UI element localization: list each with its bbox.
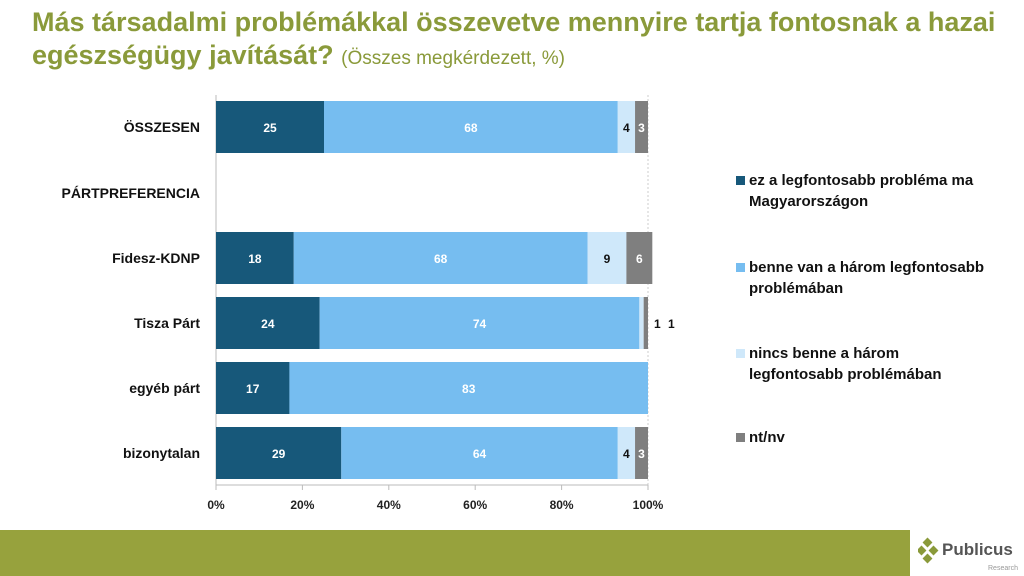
category-label: egyéb párt: [129, 380, 200, 396]
x-tick-label: 0%: [207, 498, 225, 512]
legend-label: nt/nv: [749, 429, 785, 446]
x-tick-label: 80%: [550, 498, 574, 512]
legend-swatch: [736, 176, 745, 185]
bar-segment: [289, 362, 648, 414]
bar-segment: [635, 101, 648, 153]
category-label: ÖSSZESEN: [124, 119, 200, 135]
data-label: 3: [638, 121, 645, 135]
data-label: 24: [261, 317, 275, 331]
data-label: 29: [272, 447, 286, 461]
legend-item: nincs benne a három legfontosabb problém…: [736, 343, 996, 385]
x-tick-label: 100%: [633, 498, 664, 512]
bar-segment: [293, 232, 588, 284]
footer-bar: [0, 530, 910, 576]
data-label: 25: [263, 121, 277, 135]
publicus-logo: Publicus Research: [918, 537, 1018, 572]
data-label: 68: [464, 121, 478, 135]
bar-segment: [216, 101, 324, 153]
page-title: Más társadalmi problémákkal összevetve m…: [32, 7, 996, 70]
legend-item: benne van a három legfontosabb problémáb…: [736, 257, 996, 299]
svg-text:Publicus: Publicus: [942, 540, 1013, 559]
bar-segment: [216, 232, 294, 284]
bar-segment: [643, 297, 648, 349]
legend-swatch: [736, 433, 745, 442]
bar-segment: [626, 232, 653, 284]
legend-label: nincs benne a három legfontosabb problém…: [749, 345, 942, 383]
data-label: 1: [668, 317, 675, 331]
legend-swatch: [736, 263, 745, 272]
x-tick-label: 40%: [377, 498, 401, 512]
stacked-bar-chart: 0% 20% 40% 60% 80% 100%ÖSSZESEN 25 68 4 3PÁRTPREF…: [62, 95, 675, 512]
category-label: Fidesz-KDNP: [112, 250, 200, 266]
bar-segment: [216, 297, 320, 349]
category-label: Tisza Párt: [134, 315, 200, 331]
data-label: 74: [473, 317, 487, 331]
data-label: 6: [636, 252, 643, 266]
bar-segment: [319, 297, 640, 349]
data-label: 4: [623, 447, 630, 461]
bar-segment: [216, 427, 342, 479]
bar-segment: [341, 427, 618, 479]
data-label: 4: [623, 121, 630, 135]
x-tick-label: 60%: [463, 498, 487, 512]
data-label: 18: [248, 252, 262, 266]
data-label: 3: [638, 447, 645, 461]
legend-swatch: [736, 349, 745, 358]
subtitle: (Összes megkérdezett, %): [341, 48, 565, 69]
bar-segment: [324, 101, 618, 153]
x-tick-label: 20%: [290, 498, 314, 512]
category-label: PÁRTPREFERENCIA: [62, 185, 200, 201]
data-label: 68: [434, 252, 448, 266]
bar-segment: [635, 427, 648, 479]
bar-segment: [216, 362, 290, 414]
legend-label: benne van a három legfontosabb problémáb…: [749, 259, 985, 297]
svg-text:Research: Research: [988, 565, 1018, 572]
data-label: 83: [462, 382, 476, 396]
data-label: 64: [473, 447, 487, 461]
legend-item: nt/nv: [736, 427, 996, 448]
data-label: 1: [654, 317, 661, 331]
legend-item: ez a legfontosabb probléma ma Magyarorsz…: [736, 170, 996, 212]
bar-segment: [617, 427, 636, 479]
data-label: 9: [604, 252, 611, 266]
category-label: bizonytalan: [123, 445, 200, 461]
data-label: 17: [246, 382, 260, 396]
bar-segment: [617, 101, 636, 153]
bar-segment: [639, 297, 644, 349]
bar-segment: [587, 232, 627, 284]
legend-label: ez a legfontosabb probléma ma Magyarorsz…: [749, 172, 974, 210]
